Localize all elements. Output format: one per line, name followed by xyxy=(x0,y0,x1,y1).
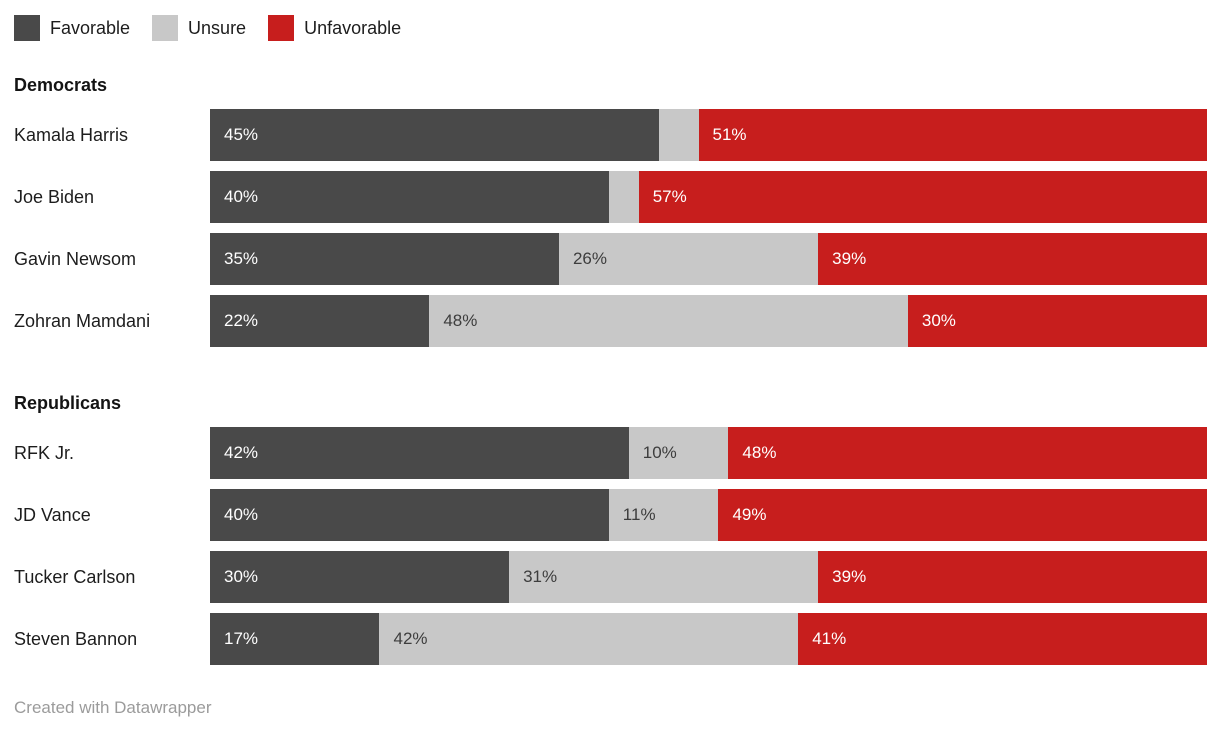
bar-value-label: 10% xyxy=(642,443,677,462)
bar-row: Kamala Harris 45% 51% xyxy=(14,109,1207,161)
section-rows: RFK Jr. 42% 10% 48% JD Vance 40% 11% 49% Tuc… xyxy=(14,427,1207,665)
row-label: Steven Bannon xyxy=(14,628,138,649)
bar-segment-favorable: 17% xyxy=(210,613,380,665)
bar-value-label: 42% xyxy=(393,629,428,648)
stacked-bar: 30% 31% 39% xyxy=(210,551,1207,603)
bar-segment-unfavorable: 39% xyxy=(818,233,1207,285)
stacked-bar: 17% 42% 41% xyxy=(210,613,1207,665)
bar-value-label: 45% xyxy=(224,125,259,144)
bar-value-label: 57% xyxy=(652,187,687,206)
section-rows: Kamala Harris 45% 51% Joe Biden 40% 57% Ga… xyxy=(14,109,1207,347)
legend-swatch xyxy=(268,15,295,41)
bar-row: Gavin Newsom 35% 26% 39% xyxy=(14,233,1207,285)
bar-segment-unfavorable: 41% xyxy=(798,613,1207,665)
bar-segment-unsure: 48% xyxy=(429,295,908,347)
stacked-bar: 45% 51% xyxy=(210,109,1207,161)
stacked-bar: 22% 48% 30% xyxy=(210,295,1207,347)
bar-segment-favorable: 30% xyxy=(210,551,510,603)
row-label: Zohran Mamdani xyxy=(14,310,151,331)
bar-segment-favorable: 42% xyxy=(210,427,629,479)
legend: Favorable Unsure Unfavorable xyxy=(14,15,1207,41)
bar-segment-unfavorable: 48% xyxy=(728,427,1207,479)
chart-section: Democrats Kamala Harris 45% 51% Joe Biden… xyxy=(14,75,1207,347)
chart-section: Republicans RFK Jr. 42% 10% 48% JD Vance 4… xyxy=(14,393,1207,665)
bar-row: Steven Bannon 17% 42% 41% xyxy=(14,613,1207,665)
bar-value-label: 39% xyxy=(832,567,867,586)
legend-swatch xyxy=(152,15,179,41)
bar-segment-favorable: 45% xyxy=(210,109,659,161)
chart-sections: Democrats Kamala Harris 45% 51% Joe Biden… xyxy=(14,75,1207,665)
legend-label: Favorable xyxy=(50,18,131,38)
bar-segment-favorable: 22% xyxy=(210,295,430,347)
bar-value-label: 30% xyxy=(921,311,956,330)
bar-row: Joe Biden 40% 57% xyxy=(14,171,1207,223)
stacked-bar: 40% 11% 49% xyxy=(210,489,1207,541)
legend-swatch xyxy=(14,15,40,41)
bar-row: Tucker Carlson 30% 31% 39% xyxy=(14,551,1207,603)
bar-value-label: 39% xyxy=(832,249,867,268)
bar-segment-unfavorable: 30% xyxy=(907,295,1207,347)
bar-segment-unsure: 31% xyxy=(509,551,819,603)
bar-segment-unsure: 26% xyxy=(558,233,819,285)
bar-value-label: 31% xyxy=(523,567,558,586)
bar-value-label: 40% xyxy=(224,187,259,206)
row-label: RFK Jr. xyxy=(14,442,75,463)
bar-value-label: 30% xyxy=(224,567,259,586)
bar-value-label: 42% xyxy=(224,443,259,462)
row-label: Tucker Carlson xyxy=(14,566,136,587)
bar-row: RFK Jr. 42% 10% 48% xyxy=(14,427,1207,479)
section-title: Democrats xyxy=(14,75,108,95)
bar-row: Zohran Mamdani 22% 48% 30% xyxy=(14,295,1207,347)
legend-label: Unfavorable xyxy=(304,18,402,38)
bar-value-label: 49% xyxy=(732,505,767,524)
legend-item: Unsure xyxy=(152,15,246,41)
row-label: JD Vance xyxy=(14,504,91,525)
bar-segment-unsure: 11% xyxy=(608,489,719,541)
bar-segment-favorable: 35% xyxy=(210,233,559,285)
legend-item: Unfavorable xyxy=(268,15,401,41)
legend-label: Unsure xyxy=(188,18,247,38)
stacked-bar: 42% 10% 48% xyxy=(210,427,1207,479)
bar-segment-favorable: 40% xyxy=(210,489,609,541)
bar-value-label: 26% xyxy=(572,249,607,268)
legend-item: Favorable xyxy=(14,15,130,41)
bar-row: JD Vance 40% 11% 49% xyxy=(14,489,1207,541)
bar-segment-unsure xyxy=(608,171,639,223)
bar-segment-unfavorable: 49% xyxy=(718,489,1207,541)
bar-segment-unfavorable: 51% xyxy=(698,109,1207,161)
bar-value-label: 22% xyxy=(224,311,259,330)
bar-value-label: 40% xyxy=(224,505,259,524)
bar-segment-unsure xyxy=(658,109,699,161)
bar-segment-unsure: 10% xyxy=(628,427,729,479)
stacked-bar: 35% 26% 39% xyxy=(210,233,1207,285)
bar-value-label: 17% xyxy=(224,629,259,648)
row-label: Kamala Harris xyxy=(14,124,129,145)
row-label: Joe Biden xyxy=(14,186,95,207)
bar-segment-unfavorable: 39% xyxy=(818,551,1207,603)
bar-segment-favorable: 40% xyxy=(210,171,609,223)
footer: Created with Datawrapper xyxy=(14,698,1207,718)
stacked-bar: 40% 57% xyxy=(210,171,1207,223)
bar-value-label: 35% xyxy=(224,249,259,268)
bar-segment-unfavorable: 57% xyxy=(638,171,1207,223)
bar-value-label: 51% xyxy=(712,125,747,144)
section-title: Republicans xyxy=(14,393,122,413)
bar-value-label: 41% xyxy=(812,629,847,648)
bar-value-label: 48% xyxy=(443,311,478,330)
bar-value-label: 11% xyxy=(622,505,656,524)
row-label: Gavin Newsom xyxy=(14,248,137,269)
datawrapper-attribution-link[interactable]: Created with Datawrapper xyxy=(14,698,212,717)
bar-value-label: 48% xyxy=(742,443,777,462)
bar-segment-unsure: 42% xyxy=(379,613,799,665)
